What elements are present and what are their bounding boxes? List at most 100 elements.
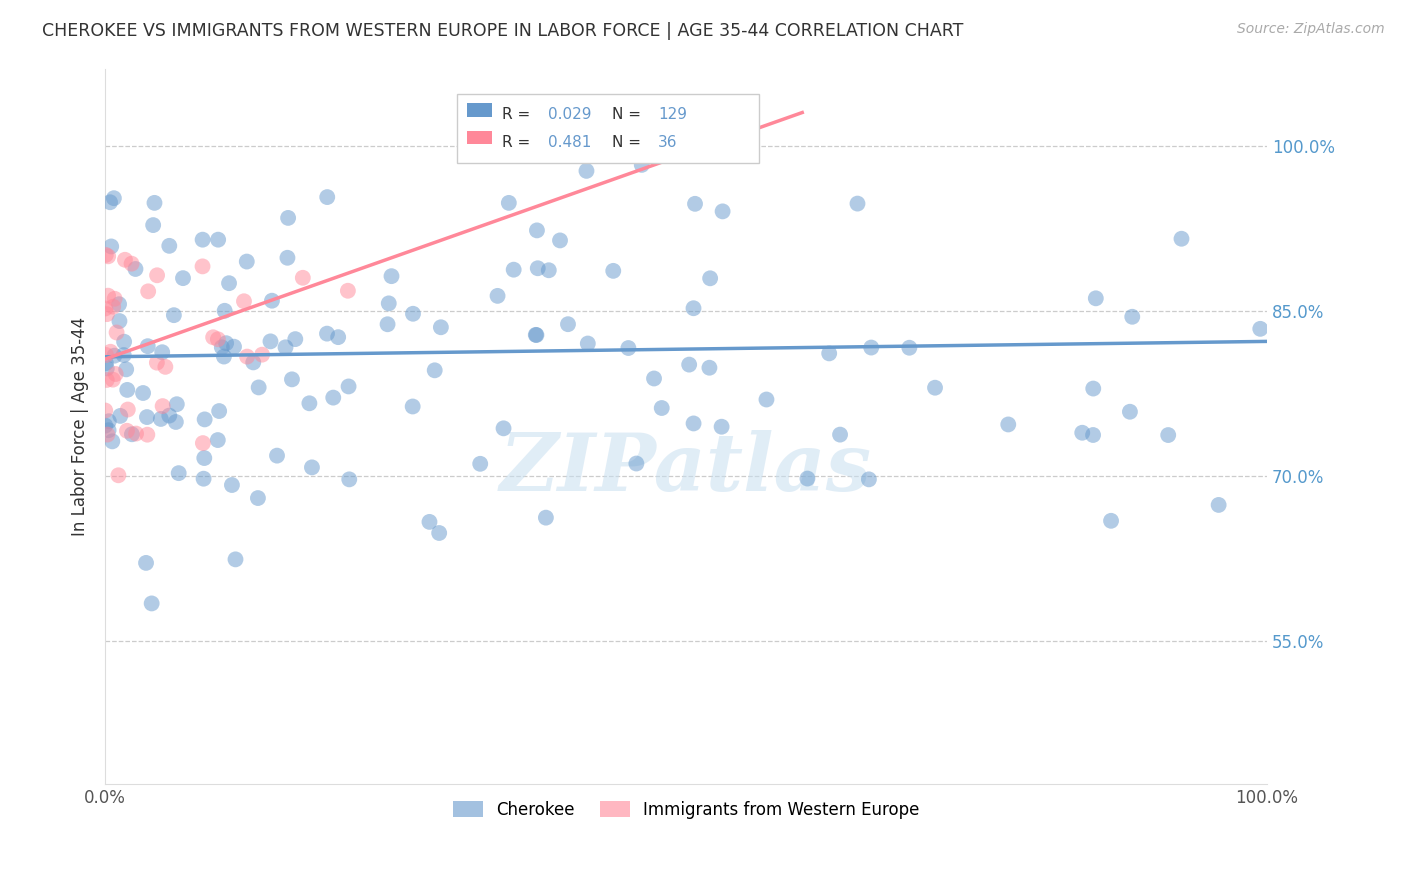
Point: [202, 330, 225, 344]
Point: [105, 326, 128, 340]
Point: [711, 204, 734, 219]
Point: [207, 233, 229, 247]
Point: [135, 556, 157, 570]
Point: [301, 460, 323, 475]
Point: [699, 360, 721, 375]
Point: [291, 270, 314, 285]
Point: [108, 297, 131, 311]
Text: CHEROKEE VS IMMIGRANTS FROM WESTERN EUROPE IN LABOR FORCE | AGE 35-44 CORRELATIO: CHEROKEE VS IMMIGRANTS FROM WESTERN EURO…: [42, 22, 963, 40]
Point: [1081, 428, 1104, 442]
Point: [1170, 232, 1192, 246]
Point: [194, 412, 217, 426]
Point: [337, 472, 360, 486]
Point: [121, 427, 143, 442]
Text: N =: N =: [612, 135, 645, 150]
Point: [276, 251, 298, 265]
Point: [1249, 322, 1271, 336]
Point: [683, 197, 706, 211]
Point: [524, 327, 547, 342]
Point: [157, 409, 180, 423]
Point: [115, 424, 138, 438]
Point: [526, 261, 548, 276]
Point: [380, 269, 402, 284]
Point: [142, 218, 165, 232]
Point: [260, 293, 283, 308]
Text: N =: N =: [612, 107, 645, 122]
Point: [117, 402, 139, 417]
Point: [191, 260, 214, 274]
Point: [101, 434, 124, 449]
Point: [163, 308, 186, 322]
Point: [96, 373, 118, 387]
Point: [208, 404, 231, 418]
Point: [150, 345, 173, 359]
Point: [337, 379, 360, 393]
Point: [103, 191, 125, 205]
Point: [402, 307, 425, 321]
Point: [682, 417, 704, 431]
Point: [277, 211, 299, 225]
Point: [146, 268, 169, 283]
Point: [124, 262, 146, 277]
Text: 0.481: 0.481: [548, 135, 592, 150]
Point: [236, 254, 259, 268]
Point: [617, 341, 640, 355]
Point: [104, 367, 127, 381]
Point: [1083, 382, 1105, 396]
Point: [498, 195, 520, 210]
Point: [112, 348, 135, 362]
Text: 0.029: 0.029: [548, 107, 592, 122]
Point: [626, 457, 648, 471]
Point: [378, 296, 401, 310]
Point: [191, 233, 214, 247]
Point: [115, 362, 138, 376]
Point: [172, 271, 194, 285]
Point: [117, 383, 139, 397]
Point: [526, 328, 548, 343]
Point: [94, 248, 117, 262]
Point: [423, 363, 446, 377]
Point: [94, 301, 117, 316]
Text: R =: R =: [502, 135, 536, 150]
Point: [100, 239, 122, 253]
Point: [427, 526, 450, 541]
Point: [418, 515, 440, 529]
Point: [146, 356, 169, 370]
Point: [846, 196, 869, 211]
Point: [155, 359, 177, 374]
Point: [114, 252, 136, 267]
Point: [1071, 425, 1094, 440]
Text: R =: R =: [502, 107, 536, 122]
Point: [537, 263, 560, 277]
Point: [486, 289, 509, 303]
Point: [107, 468, 129, 483]
Point: [997, 417, 1019, 432]
Point: [266, 449, 288, 463]
Point: [860, 341, 883, 355]
Point: [796, 471, 818, 485]
Point: [108, 314, 131, 328]
Legend: Cherokee, Immigrants from Western Europe: Cherokee, Immigrants from Western Europe: [446, 794, 927, 825]
Point: [247, 380, 270, 394]
Point: [167, 466, 190, 480]
Point: [1121, 310, 1143, 324]
Point: [755, 392, 778, 407]
Text: 129: 129: [658, 107, 688, 122]
Point: [104, 292, 127, 306]
Point: [97, 423, 120, 437]
Point: [101, 373, 124, 387]
Point: [1157, 428, 1180, 442]
Point: [214, 303, 236, 318]
Point: [224, 552, 246, 566]
Point: [215, 336, 238, 351]
Point: [470, 457, 492, 471]
Point: [132, 386, 155, 401]
Point: [141, 596, 163, 610]
Point: [103, 349, 125, 363]
Point: [211, 340, 233, 354]
Point: [502, 262, 524, 277]
Point: [207, 332, 229, 346]
Point: [575, 164, 598, 178]
Point: [602, 264, 624, 278]
Point: [281, 372, 304, 386]
